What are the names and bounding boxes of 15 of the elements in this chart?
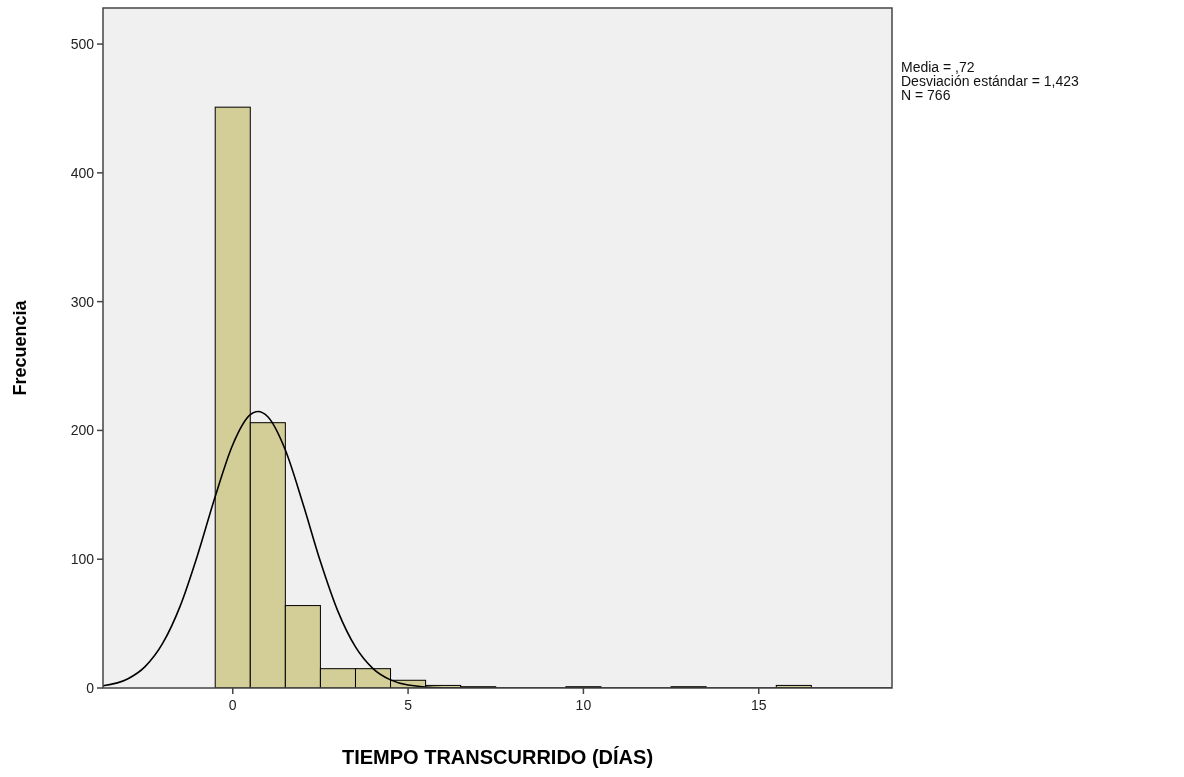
x-tick-label: 5 [404,697,413,713]
y-tick-label: 500 [70,35,95,52]
x-tick-label: 0 [228,697,237,713]
y-tick-label: 0 [86,679,95,696]
x-tick-label: 15 [750,697,767,713]
text: Media = ,72 [901,59,975,75]
y-tick-label: 300 [70,293,95,310]
y-tick-label: 400 [70,164,95,181]
y-tick-label: 100 [70,551,95,568]
y-axis-title: Frecuencia [10,299,30,396]
y-tick-label: 200 [70,422,95,439]
text: Desviación estándar = 1,423 [901,73,1080,89]
text: N = 766 [901,87,951,103]
x-axis-title: TIEMPO TRANSCURRIDO (DÍAS) [341,746,654,768]
x-tick-label: 10 [575,697,592,713]
